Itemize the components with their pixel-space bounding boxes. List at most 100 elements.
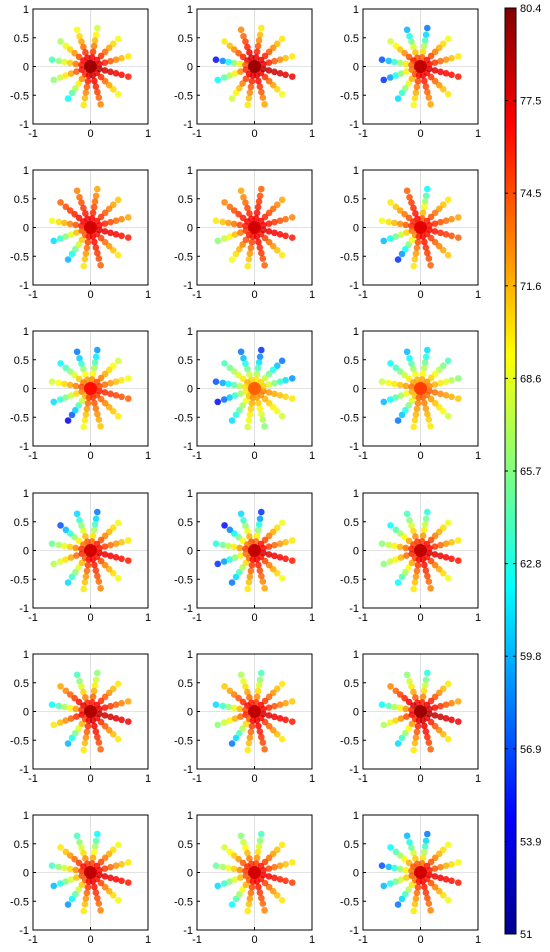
- scatter-point: [236, 729, 243, 737]
- scatter-point: [276, 701, 284, 708]
- scatter-point: [48, 56, 56, 64]
- scatter-point: [75, 402, 82, 409]
- scatter-point: [439, 201, 447, 209]
- scatter-point: [431, 865, 439, 872]
- scatter-point: [401, 371, 408, 379]
- scatter-point: [261, 697, 269, 705]
- scatter-point: [278, 896, 286, 904]
- scatter-point: [76, 838, 83, 846]
- colorbar-tick-label: 51: [520, 929, 532, 941]
- scatter-point: [93, 540, 101, 548]
- scatter-point: [237, 229, 244, 236]
- scatter-point: [220, 719, 228, 726]
- scatter-point: [405, 375, 413, 383]
- scatter-point: [448, 232, 455, 240]
- scatter-point: [418, 699, 426, 706]
- scatter-point: [219, 57, 227, 65]
- scatter-point: [431, 228, 439, 235]
- scatter-point: [84, 238, 92, 246]
- scatter-point: [221, 844, 228, 851]
- scatter-point: [258, 733, 265, 741]
- y-tick-label: 1: [187, 165, 193, 177]
- scatter-point: [124, 537, 132, 544]
- x-tick-label: -1: [192, 612, 202, 624]
- scatter-point: [408, 360, 415, 367]
- scatter-point: [228, 901, 236, 908]
- scatter-point: [101, 712, 109, 719]
- scatter-point: [442, 231, 450, 238]
- x-tick-label: 0: [417, 450, 423, 462]
- scatter-point: [219, 541, 227, 549]
- scatter-point: [257, 701, 265, 709]
- scatter-point: [124, 718, 132, 725]
- scatter-point: [240, 354, 247, 362]
- x-tick-label: 1: [475, 128, 481, 140]
- scatter-series: [212, 508, 296, 593]
- scatter-point: [91, 198, 99, 205]
- y-tick-label: -1: [19, 119, 29, 131]
- scatter-point: [101, 209, 109, 217]
- scatter-point: [392, 394, 399, 401]
- scatter-point: [114, 35, 122, 43]
- scatter-point: [254, 364, 262, 372]
- scatter-point: [84, 77, 92, 85]
- scatter-point: [408, 559, 416, 567]
- scatter-point: [397, 70, 405, 77]
- scatter-point: [431, 399, 439, 407]
- scatter-point: [422, 31, 430, 39]
- scatter-point: [118, 716, 125, 724]
- scatter-point: [276, 217, 284, 224]
- scatter-point: [71, 533, 78, 541]
- scatter-point: [431, 722, 439, 730]
- y-tick-label: 1: [23, 4, 29, 16]
- scatter-point: [408, 383, 415, 391]
- scatter-point: [420, 848, 428, 856]
- x-tick-label: -1: [192, 934, 202, 946]
- scatter-point: [273, 201, 281, 209]
- scatter-point: [66, 46, 74, 53]
- scatter-point: [439, 730, 447, 738]
- scatter-point: [124, 879, 132, 886]
- scatter-point: [398, 250, 406, 258]
- scatter-point: [257, 540, 265, 548]
- scatter-point: [97, 395, 105, 403]
- scatter-point: [245, 94, 253, 102]
- scatter-point: [101, 77, 109, 85]
- y-tick-label: 0: [353, 384, 359, 396]
- scatter-point: [95, 255, 103, 262]
- scatter-point: [242, 720, 250, 728]
- scatter-point: [81, 900, 89, 908]
- scatter-point: [109, 685, 117, 693]
- scatter-point: [76, 677, 83, 685]
- y-tick-label: 0: [23, 707, 29, 719]
- scatter-point: [78, 844, 85, 851]
- x-tick-label: 1: [145, 128, 151, 140]
- scatter-point: [413, 405, 421, 413]
- scatter-point: [410, 365, 417, 373]
- scatter-point: [96, 65, 103, 73]
- scatter-point: [75, 537, 83, 545]
- scatter-point: [75, 886, 82, 893]
- scatter-point: [265, 873, 273, 880]
- scatter-point: [398, 89, 406, 97]
- scatter-point: [386, 558, 394, 565]
- scatter-point: [83, 244, 91, 252]
- scatter-point: [431, 48, 439, 56]
- y-tick-label: -0.5: [10, 251, 29, 263]
- scatter-point: [114, 357, 122, 365]
- x-tick-label: -1: [358, 128, 368, 140]
- scatter-point: [214, 882, 222, 890]
- scatter-point: [431, 532, 439, 540]
- scatter-point: [431, 370, 439, 378]
- y-tick-label: 0.5: [14, 517, 29, 529]
- x-tick-label: -1: [358, 612, 368, 624]
- scatter-point: [273, 246, 281, 254]
- scatter-point: [78, 720, 86, 728]
- scatter-point: [454, 698, 462, 705]
- scatter-point: [72, 60, 80, 68]
- scatter-point: [237, 68, 244, 75]
- scatter-point: [401, 49, 408, 57]
- scatter-point: [221, 683, 228, 690]
- scatter-point: [422, 83, 430, 90]
- scatter-point: [230, 543, 238, 551]
